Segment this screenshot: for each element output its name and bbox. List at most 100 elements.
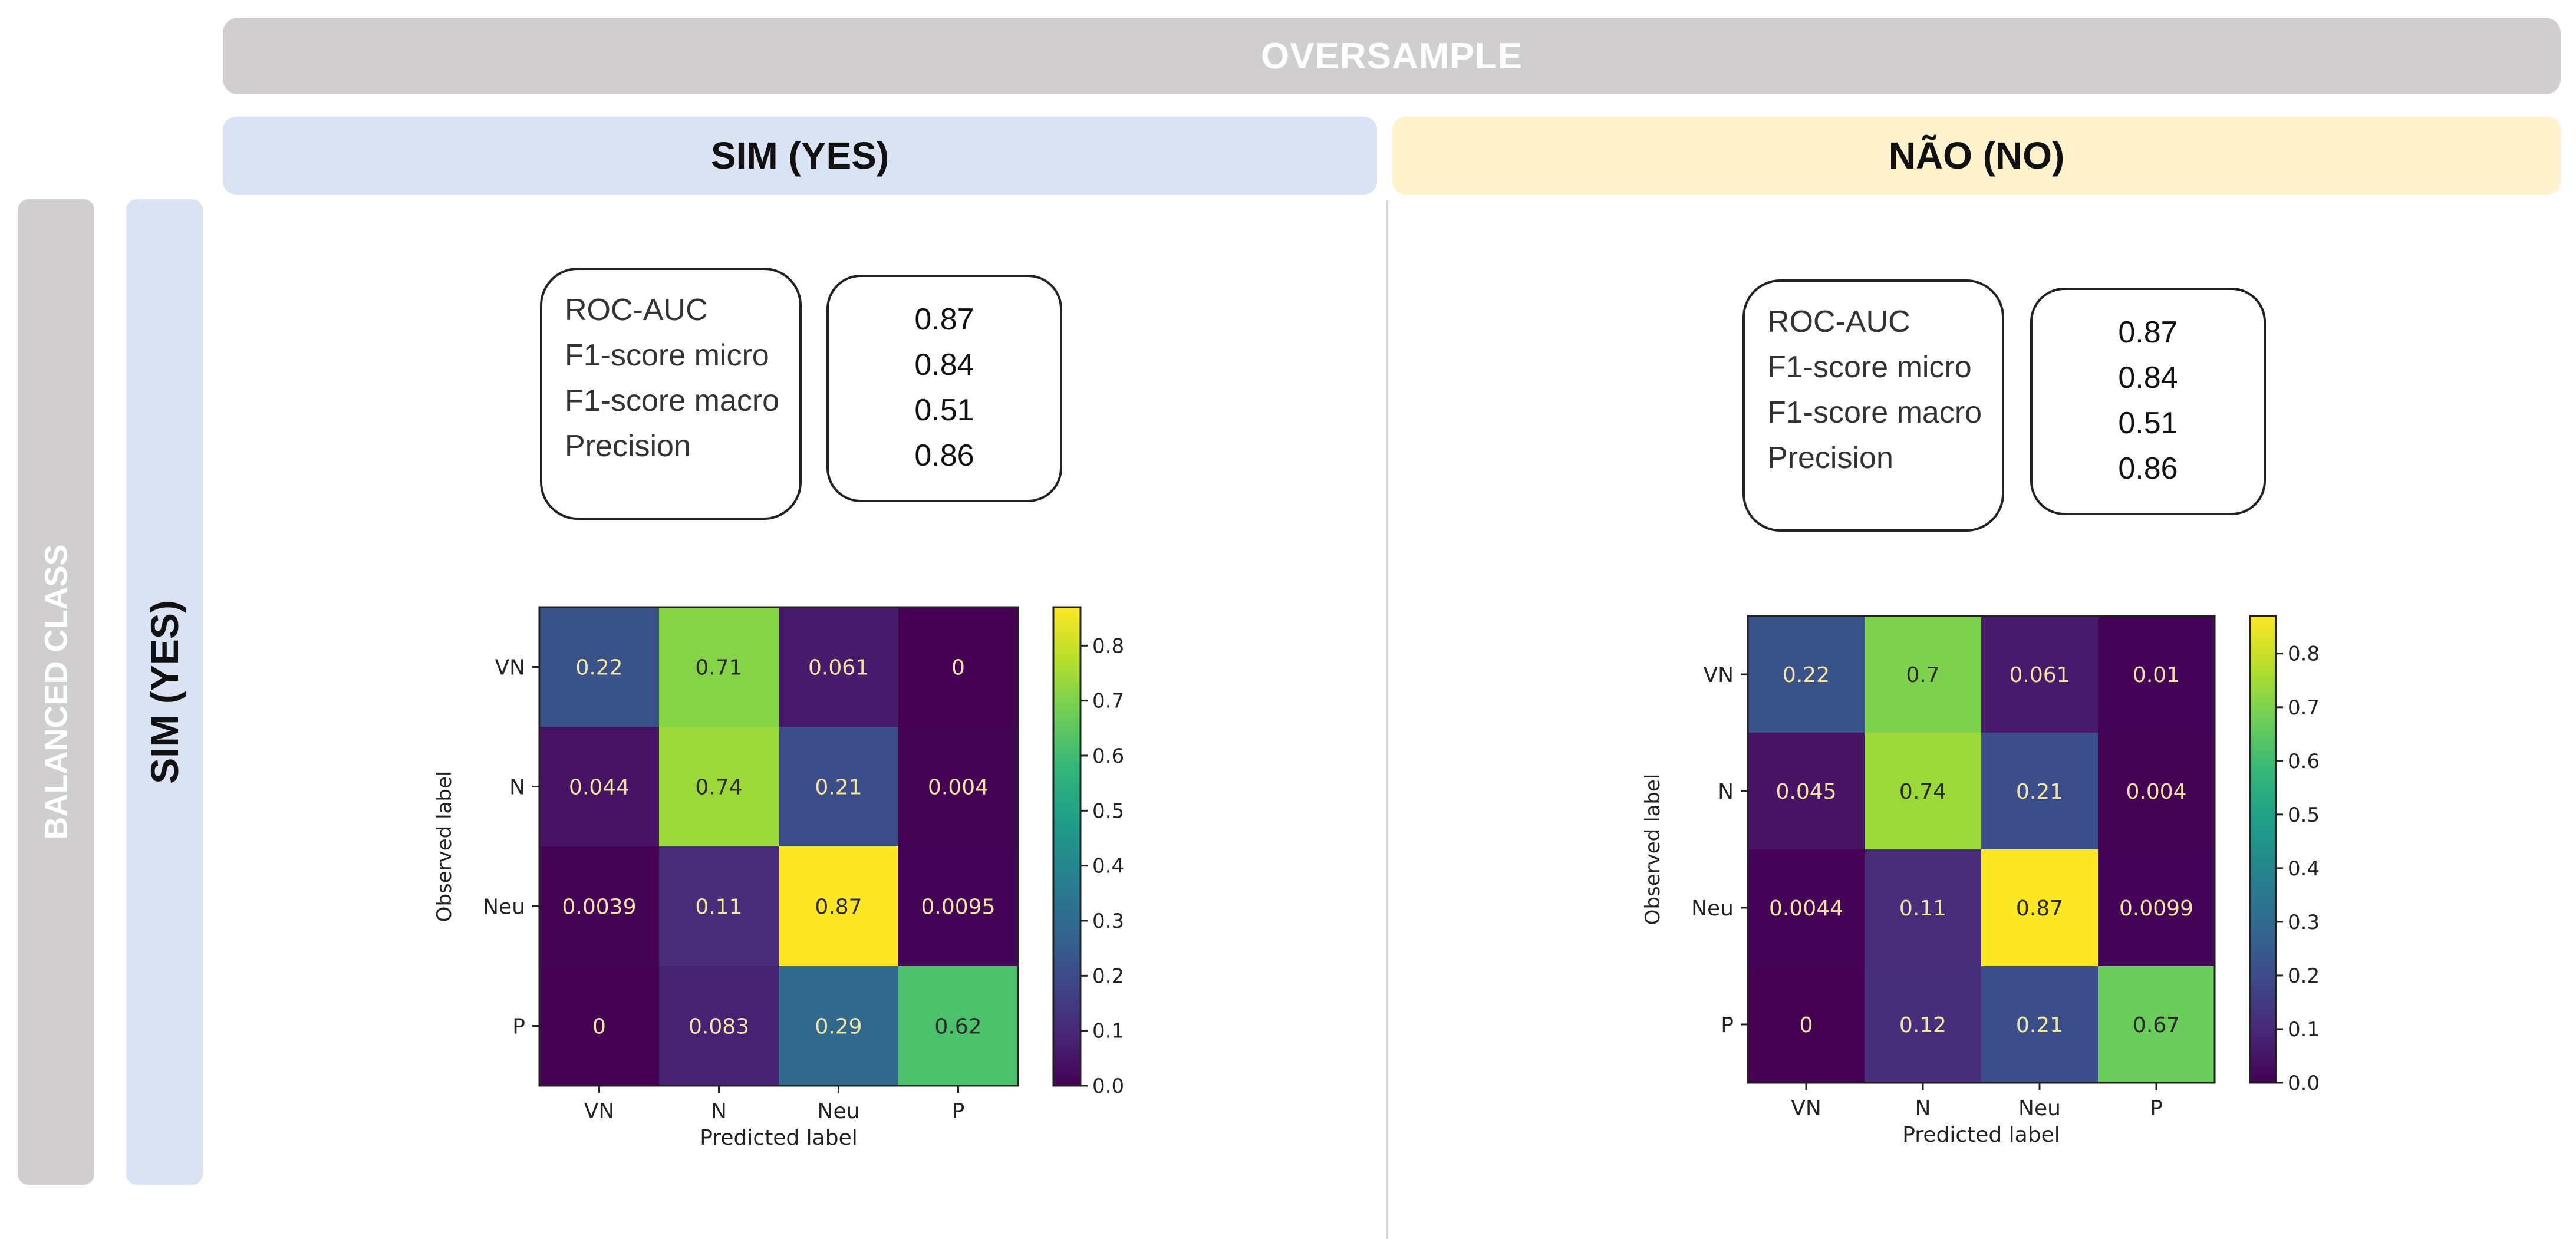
heatmap-cell [1748, 733, 1865, 849]
heatmap-cell [1748, 966, 1865, 1083]
heatmap-cell [539, 846, 659, 966]
colorbar-tick-label: 0.7 [2288, 696, 2320, 720]
colorbar-tick-label: 0.1 [2288, 1018, 2320, 1042]
cell-value-label: 0.083 [689, 1015, 749, 1039]
plot-frame [538, 606, 1019, 1087]
cell-value-label: 0.12 [1899, 1013, 1946, 1037]
metric-value-precision: 0.86 [2118, 452, 2178, 486]
x-tick-label: Neu [818, 1099, 860, 1123]
cell-value-label: 0.0095 [921, 895, 996, 920]
cell-value-label: 0.21 [2016, 780, 2063, 804]
heatmap-cell [1865, 733, 1981, 849]
y-tick-label: Neu [483, 895, 525, 920]
x-tick-label: P [2150, 1096, 2163, 1121]
heatmap-cell [1981, 849, 2098, 966]
heatmap-cell [659, 846, 779, 966]
y-tick-label: P [1721, 1013, 1734, 1037]
cell-value-label: 0.044 [569, 776, 630, 800]
colorbar-tick-label: 0.7 [1092, 690, 1124, 713]
heatmap-cell [659, 607, 779, 727]
heatmap-cell [539, 966, 659, 1086]
heatmap-cell [898, 607, 1018, 727]
metric-name-f1-macro: F1-score macro [565, 384, 780, 418]
heatmap-cell [1865, 849, 1981, 966]
colorbar-tick-label: 0.8 [1092, 634, 1124, 658]
cell-value-label: 0.87 [815, 895, 862, 920]
x-tick-label: VN [1791, 1096, 1821, 1121]
cell-value-label: 0.7 [1906, 663, 1939, 687]
metric-value-precision: 0.86 [914, 439, 974, 473]
column-divider [1386, 200, 1388, 1239]
metric-values-box-yes: 0.87 0.84 0.51 0.86 [826, 275, 1062, 502]
column-header-yes: SIM (YES) [223, 117, 1377, 195]
heatmap-cell [1748, 616, 1865, 733]
y-tick-label: Neu [1691, 897, 1734, 921]
plot-frame [1747, 615, 2216, 1084]
metric-value-roc-auc: 0.87 [2118, 315, 2178, 350]
colorbar [1052, 606, 1082, 1087]
y-tick-label: VN [495, 656, 525, 680]
y-tick-label: N [1718, 780, 1734, 804]
metric-names-box-no: ROC-AUC F1-score micro F1-score macro Pr… [1742, 279, 2004, 532]
colorbar-tick-label: 0.3 [1092, 910, 1124, 933]
metric-names-box-yes: ROC-AUC F1-score micro F1-score macro Pr… [540, 268, 802, 520]
y-axis-title: Observed label [433, 771, 456, 922]
colorbar-tick-label: 0.5 [2288, 803, 2320, 827]
confusion-matrix-yes: 0.22 0.71 0.061 0 0.044 0.74 0.21 0.004 0.0039 0.… [433, 606, 1124, 1150]
cell-value-label: 0.004 [2126, 780, 2186, 804]
y-tick-label: N [509, 776, 525, 800]
cell-value-label: 0.0099 [2119, 897, 2193, 921]
column-header-no-label: NÃO (NO) [1888, 134, 2065, 177]
heatmap-cell [539, 727, 659, 846]
cell-value-label: 0.11 [1899, 897, 1946, 921]
x-tick-label: P [952, 1099, 965, 1123]
heatmap-cell [779, 607, 898, 727]
cell-value-label: 0.11 [695, 895, 742, 920]
confusion-matrix-no: 0.22 0.7 0.061 0.01 0.045 0.74 0.21 0.004 0.0044… [1641, 615, 2320, 1147]
heatmap-cell [779, 846, 898, 966]
colorbar-tick-label: 0.4 [1092, 855, 1124, 878]
x-tick-label: N [1915, 1096, 1931, 1121]
x-tick-label: VN [584, 1099, 615, 1123]
colorbar-tick-label: 0.2 [1092, 964, 1124, 988]
heatmap-cell [898, 727, 1018, 846]
colorbar-tick-label: 0.8 [2288, 642, 2320, 666]
cell-value-label: 0.22 [1783, 663, 1830, 687]
cell-value-label: 0 [1800, 1013, 1813, 1037]
heatmap-cell [1865, 966, 1981, 1083]
cell-value-label: 0.004 [928, 776, 989, 800]
heatmap-cell [779, 727, 898, 846]
heatmap-cell [779, 966, 898, 1086]
column-header-yes-label: SIM (YES) [710, 134, 890, 177]
colorbar-tick-label: 0.4 [2288, 857, 2320, 881]
metric-value-f1-micro: 0.84 [914, 348, 974, 382]
cell-value-label: 0.74 [695, 776, 742, 800]
colorbar-tick-label: 0.6 [1092, 744, 1124, 768]
cell-value-label: 0.21 [2016, 1013, 2063, 1037]
cell-value-label: 0 [951, 656, 965, 680]
metric-name-roc-auc: ROC-AUC [1767, 305, 1910, 339]
colorbar-tick-label: 0.1 [1092, 1020, 1124, 1043]
cell-value-label: 0 [592, 1015, 606, 1039]
heatmap-cell [2098, 849, 2215, 966]
colorbar-tick-label: 0.0 [1092, 1075, 1124, 1098]
metric-name-f1-macro: F1-score macro [1767, 396, 1982, 430]
heatmap-cell [1981, 616, 2098, 733]
heatmap-cell [659, 727, 779, 846]
cell-value-label: 0.0039 [562, 895, 637, 920]
heatmap-cell [1865, 616, 1981, 733]
cell-value-label: 0.71 [695, 656, 742, 680]
cell-value-label: 0.045 [1775, 780, 1836, 804]
heatmap-cell [659, 966, 779, 1086]
row-header-yes: SIM (YES) [126, 199, 203, 1185]
heatmap-cell [2098, 733, 2215, 849]
row-header-yes-label: SIM (YES) [143, 600, 187, 784]
metric-values-box-no: 0.87 0.84 0.51 0.86 [2030, 288, 2266, 515]
colorbar [2249, 615, 2277, 1084]
metric-value-f1-macro: 0.51 [2118, 406, 2178, 440]
cell-value-label: 0.87 [2016, 897, 2063, 921]
y-axis-title: Observed label [1641, 774, 1665, 925]
heatmap-cell [898, 966, 1018, 1086]
cell-value-label: 0.29 [815, 1015, 862, 1039]
metric-name-roc-auc: ROC-AUC [565, 293, 708, 327]
